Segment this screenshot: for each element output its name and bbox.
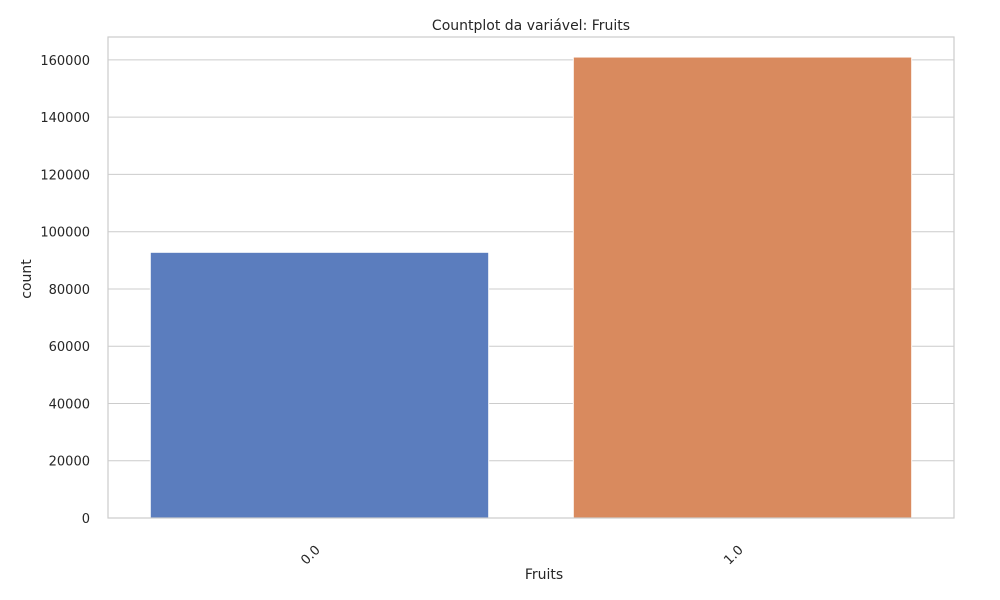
y-tick-label: 40000 [49, 397, 90, 412]
y-tick-label: 120000 [40, 168, 90, 183]
plot-frame [107, 36, 955, 519]
y-tick-label: 0 [82, 512, 90, 527]
x-tick-labels: 0.0 1.0 [298, 543, 746, 568]
y-tick-labels: 0 20000 40000 60000 80000 100000 120000 140000 1… [40, 54, 90, 527]
x-axis-label: Fruits [525, 567, 563, 583]
bars [149, 56, 913, 519]
bar-1.0 [572, 56, 913, 519]
bar-0.0 [149, 251, 490, 519]
y-tick-label: 20000 [49, 455, 90, 470]
x-tick-label: 1.0 [721, 543, 746, 568]
y-tick-label: 60000 [49, 340, 90, 355]
x-tick-label: 0.0 [298, 543, 323, 568]
chart-title: Countplot da variável: Fruits [432, 18, 630, 34]
y-tick-label: 80000 [49, 283, 90, 298]
y-tick-label: 160000 [40, 54, 90, 69]
y-tick-label: 100000 [40, 226, 90, 241]
y-axis-label: count [19, 259, 35, 299]
y-tick-label: 140000 [40, 111, 90, 126]
